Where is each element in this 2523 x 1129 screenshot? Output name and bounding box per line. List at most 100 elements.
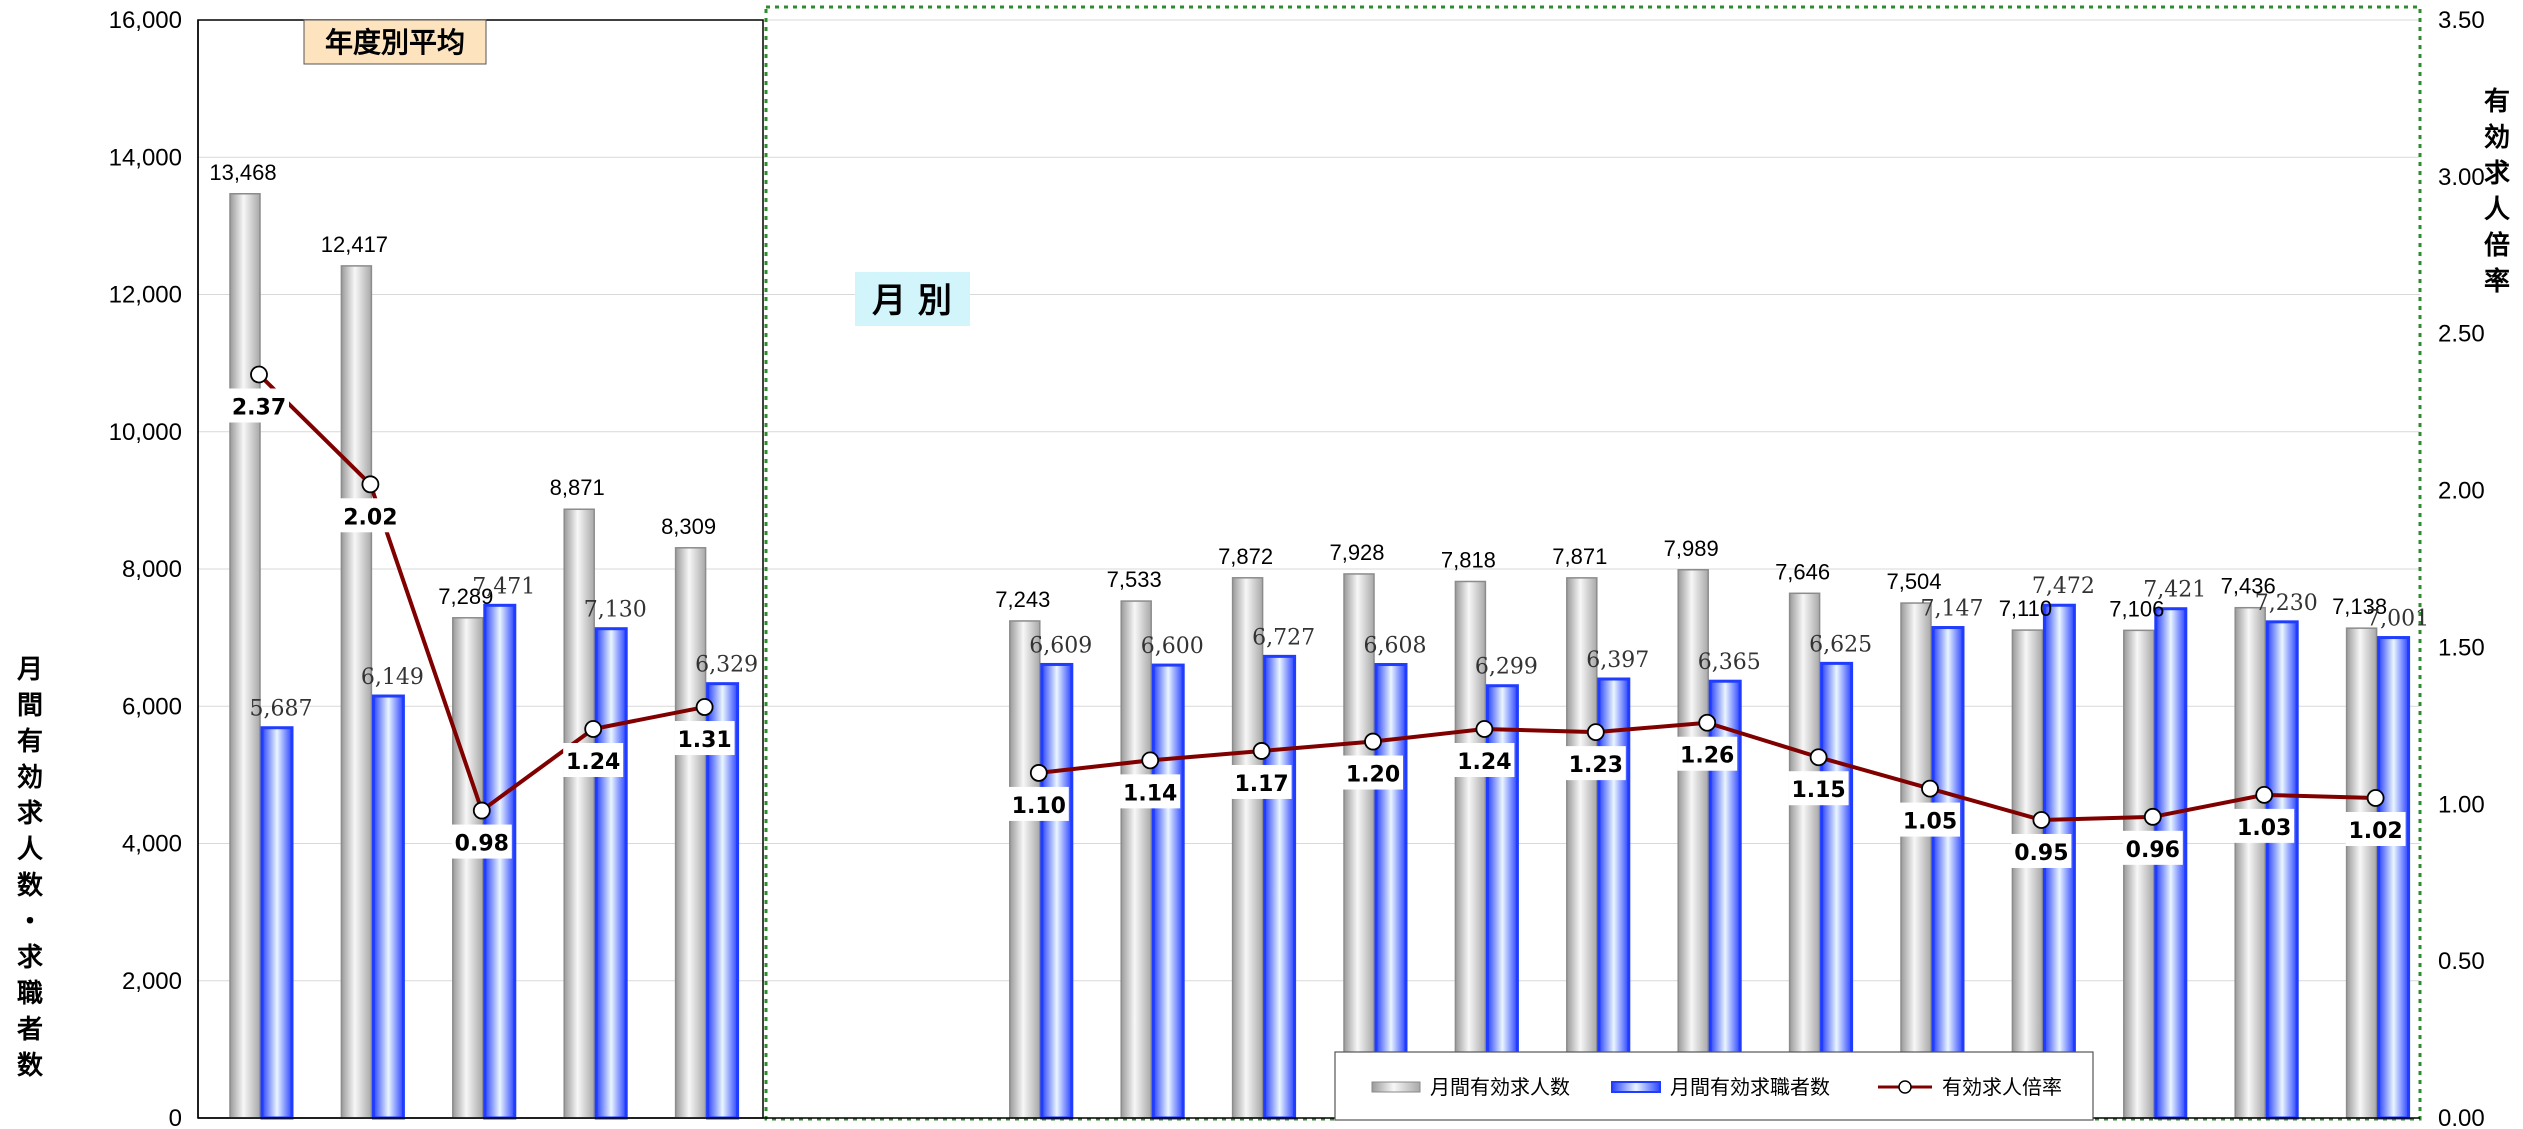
bar-job-openings: [1788, 592, 1821, 1119]
y2-tick-label: 1.00: [2438, 791, 2485, 818]
data-label-ratio: 1.10: [1012, 794, 1066, 819]
data-label-job-seekers: 7,421: [2143, 578, 2206, 603]
data-label-job-openings: 8,309: [661, 514, 716, 539]
bar-job-openings: [1677, 569, 1709, 1119]
ratio-point: [1252, 742, 1271, 760]
ratio-label-bg: [1565, 746, 1626, 781]
ratio-point: [361, 475, 380, 494]
data-label-job-openings: 7,533: [1107, 567, 1162, 592]
ratio-label-bg: [1008, 786, 1069, 821]
ratio-point: [1141, 751, 1160, 770]
data-label-job-openings: 12,417: [321, 232, 388, 257]
legend-label-job-seekers: 月間有効求職者数: [1670, 1075, 1830, 1099]
bar-job-openings: [1231, 577, 1264, 1119]
y-tick-label: 14,000: [109, 144, 182, 171]
left-axis-title-char: ・: [17, 907, 43, 937]
ratio-point: [2366, 789, 2385, 807]
data-label-job-openings: 7,289: [438, 584, 493, 609]
bar-job-openings: [1120, 600, 1152, 1119]
data-label-job-openings: 7,646: [1775, 559, 1830, 584]
bar-job-openings: [452, 617, 484, 1119]
legend-swatch-job-openings: [1371, 1081, 1421, 1093]
bar-labels: 13,468 12,417 7,289 8,871 8,309 7,243 7,533 7,8…: [209, 160, 2429, 722]
data-label-job-seekers: 6,365: [1698, 650, 1761, 675]
legend-marker-ratio: [1898, 1080, 1912, 1094]
data-label-ratio: 1.31: [677, 728, 731, 753]
bar-job-seekers: [1151, 663, 1185, 1120]
legend-box: [1334, 1051, 2094, 1121]
bar-job-seekers: [1820, 661, 1854, 1120]
data-label-ratio: 1.02: [2348, 819, 2402, 844]
right-axis-title-char: 効: [2484, 122, 2510, 153]
data-label-job-openings: 7,110: [1999, 596, 2052, 621]
bar-job-seekers: [371, 694, 405, 1120]
bar-job-openings: [2345, 627, 2378, 1119]
ratio-label-bg: [451, 824, 512, 859]
bar-job-openings: [1009, 620, 1041, 1119]
right-axis-title-char: 率: [2484, 266, 2510, 297]
data-label-job-openings: 7,436: [2221, 574, 2276, 599]
left-axis-title-char: 効: [17, 762, 43, 793]
legend-swatch-job-seekers: [1611, 1081, 1661, 1093]
left-axis-title: 月間有効求人数・求職者数: [16, 655, 44, 1081]
right-axis-title-char: 有: [2484, 87, 2510, 117]
data-label-ratio: 0.98: [455, 832, 509, 857]
ratio-point: [2143, 807, 2162, 826]
ratio-label-bg: [2122, 830, 2183, 865]
bar-job-seekers: [706, 682, 740, 1120]
bar-job-openings: [2234, 606, 2266, 1119]
data-label-job-openings: 7,818: [1441, 547, 1496, 572]
data-label-job-openings: 7,504: [1886, 569, 1941, 594]
ratio-point: [584, 720, 603, 738]
y-tick-label: 2,000: [122, 968, 182, 995]
left-axis-title-char: 間: [17, 691, 43, 721]
ratio-label-bg: [1788, 771, 1849, 806]
y2-tick-label: 2.50: [2438, 321, 2485, 348]
ratio-point: [2032, 811, 2051, 829]
bar-job-seekers: [483, 603, 517, 1120]
data-label-ratio: 2.37: [232, 395, 286, 420]
left-axis-ticks: 0 2,000 4,000 6,000 8,000 10,000 12,000 14,000 1…: [109, 7, 182, 1129]
left-axis-title-char: 人: [17, 835, 43, 865]
data-label-job-seekers: 7,130: [584, 598, 647, 623]
legend: 月間有効求人数 月間有効求職者数 有効求人倍率: [1334, 1051, 2094, 1121]
data-label-job-openings: 7,989: [1664, 536, 1719, 561]
y-tick-label: 12,000: [109, 282, 182, 309]
data-label-job-seekers: 6,299: [1475, 655, 1538, 680]
data-label-ratio: 1.03: [2237, 816, 2291, 841]
data-label-ratio: 1.14: [1123, 781, 1177, 806]
y2-tick-label: 2.00: [2438, 478, 2485, 505]
data-label-ratio: 1.20: [1346, 763, 1400, 788]
data-label-job-openings: 7,872: [1218, 544, 1273, 569]
data-label-job-seekers: 5,687: [250, 697, 313, 722]
ratio-line-layer: 2.37 2.02 0.98 1.24 1.31 1.10 1.14 1.17 1.20 1.24…: [229, 365, 2406, 868]
bar-job-seekers: [594, 627, 628, 1120]
data-label-job-openings: 7,243: [995, 587, 1050, 612]
data-label-job-openings: 13,468: [209, 160, 276, 185]
ratio-label-bg: [2011, 833, 2072, 868]
y-tick-label: 6,000: [122, 693, 182, 720]
bar-job-seekers: [1374, 663, 1408, 1120]
y-tick-label: 4,000: [122, 831, 182, 858]
data-label-job-openings: 7,106: [2109, 596, 2164, 621]
data-label-job-seekers: 7,001: [2366, 607, 2429, 632]
data-label-ratio: 1.17: [1234, 772, 1288, 797]
y2-tick-label: 3.50: [2438, 7, 2485, 34]
ratio-label-bg: [340, 498, 401, 533]
left-axis-title-char: 職: [17, 979, 43, 1009]
ratio-label-bg: [1454, 742, 1515, 777]
data-label-job-seekers: 7,472: [2032, 574, 2095, 599]
ratio-label-bg: [674, 721, 735, 756]
data-label-job-seekers: 7,147: [1921, 597, 1984, 622]
right-axis-title-char: 人: [2484, 195, 2510, 225]
data-label-job-seekers: 6,149: [361, 665, 424, 690]
y-tick-label: 10,000: [109, 419, 182, 446]
data-label-job-seekers: 7,471: [472, 574, 535, 599]
ratio-label-bg: [1231, 764, 1292, 799]
y-tick-label: 0: [169, 1105, 182, 1129]
bar-job-openings: [674, 547, 707, 1119]
data-label-ratio: 1.24: [1457, 750, 1511, 775]
data-label-job-seekers: 7,230: [2255, 591, 2318, 616]
data-label-job-seekers: 6,397: [1586, 648, 1649, 673]
data-label-job-seekers: 6,609: [1029, 633, 1092, 658]
